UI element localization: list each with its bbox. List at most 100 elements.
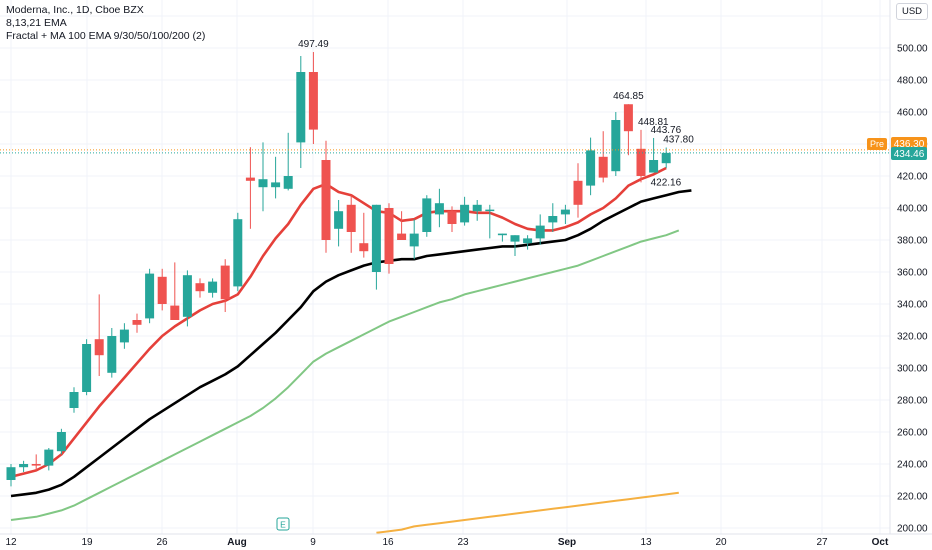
candle [359, 212, 369, 258]
moving-average-lines [10, 166, 692, 534]
candle [573, 163, 583, 218]
pre-tag-label: Pre [870, 139, 884, 149]
candle [31, 454, 41, 471]
candle [598, 131, 608, 183]
candle-body [422, 198, 432, 232]
candle [283, 132, 293, 191]
candle [220, 259, 230, 312]
candle-body [510, 235, 520, 242]
candle-body [497, 233, 507, 236]
candle-body [132, 320, 142, 325]
time-tick-label: 12 [5, 537, 17, 548]
candle-body [371, 204, 381, 272]
last-price-tag [891, 147, 927, 160]
candle-body [220, 265, 230, 300]
candle [308, 52, 318, 144]
candle-body [233, 219, 243, 287]
candle [623, 104, 633, 156]
fractal-label: 437.80 [663, 135, 694, 146]
candle [371, 204, 381, 290]
candle-body [359, 243, 369, 252]
candle [208, 278, 218, 298]
candle [157, 268, 167, 311]
price-tick-label: 500.00 [897, 44, 928, 55]
candle-body [573, 180, 583, 205]
time-axis[interactable]: 12 19 26 Aug 9 16 23 Sep 13 20 27 Oct [0, 533, 932, 548]
candle-body [82, 344, 92, 392]
candle [460, 196, 470, 226]
candle-body [409, 233, 419, 247]
candle [523, 235, 533, 250]
ema-indicator-label[interactable]: 8,13,21 EMA [6, 17, 67, 29]
candle [19, 460, 29, 472]
price-tick-label: 260.00 [897, 428, 928, 439]
candle [586, 137, 596, 196]
candle [258, 142, 268, 212]
candle-body [94, 339, 104, 356]
currency-button[interactable]: USD [896, 3, 928, 20]
price-axis[interactable]: 200.00 220.00 240.00 260.00 280.00 300.00 320.… [889, 0, 928, 535]
candle [56, 428, 66, 455]
candle-body [182, 275, 192, 317]
candle [422, 195, 432, 237]
time-tick-label: 26 [156, 537, 168, 548]
candle-body [157, 276, 167, 304]
time-tick-label: 9 [310, 537, 316, 548]
price-tick-label: 300.00 [897, 364, 928, 375]
pre-market-price-line [0, 149, 890, 154]
candle-body [321, 160, 331, 240]
price-tick-label: 220.00 [897, 492, 928, 503]
pre-price-value: 436.30 [894, 139, 925, 150]
candle-body [334, 211, 344, 229]
candle [132, 313, 142, 333]
candlesticks [6, 52, 671, 487]
candle [245, 147, 255, 229]
time-tick-label: 27 [816, 537, 828, 548]
earnings-marker-label: E [280, 520, 286, 530]
time-tick-label: 19 [81, 537, 93, 548]
candle [560, 204, 570, 224]
candle [548, 203, 558, 232]
candle-body [245, 177, 255, 181]
candle-body [56, 432, 66, 452]
ema-line-0 [10, 166, 667, 479]
candle-body [611, 120, 621, 172]
pre-price-tag [891, 137, 927, 150]
earnings-marker[interactable]: E [276, 517, 290, 531]
candle-body [649, 160, 659, 173]
candle [44, 448, 54, 471]
candle-body [195, 283, 205, 292]
candle-body [586, 150, 596, 186]
candle-body [397, 233, 407, 240]
fractal-label: 464.85 [613, 91, 644, 102]
candle [69, 387, 79, 413]
candle [107, 328, 117, 378]
candle [384, 203, 394, 274]
candle [346, 195, 356, 253]
fractal-indicator-label[interactable]: Fractal + MA 100 EMA 9/30/50/100/200 (2) [6, 30, 206, 42]
candle-body [623, 104, 633, 132]
time-tick-label: 13 [640, 537, 652, 548]
candle [271, 156, 281, 199]
price-tick-label: 340.00 [897, 300, 928, 311]
candle-body [119, 329, 129, 343]
symbol-title[interactable]: Moderna, Inc., 1D, Cboe BZX [6, 4, 144, 16]
candle [6, 464, 16, 487]
candle-body [283, 176, 293, 189]
candle [119, 323, 129, 349]
fractal-label: 497.49 [298, 39, 329, 50]
candle-body [19, 464, 29, 468]
candle-body [296, 72, 306, 143]
candle-body [598, 156, 608, 178]
time-tick-label: 16 [382, 537, 394, 548]
price-tick-label: 200.00 [897, 524, 928, 535]
candle-body [271, 182, 281, 188]
time-tick-label: 23 [457, 537, 469, 548]
candle-body [258, 179, 268, 188]
candle [94, 294, 104, 376]
price-tick-label: 460.00 [897, 108, 928, 119]
candle [170, 262, 180, 320]
chart-grid [0, 0, 890, 534]
candle [397, 211, 407, 240]
